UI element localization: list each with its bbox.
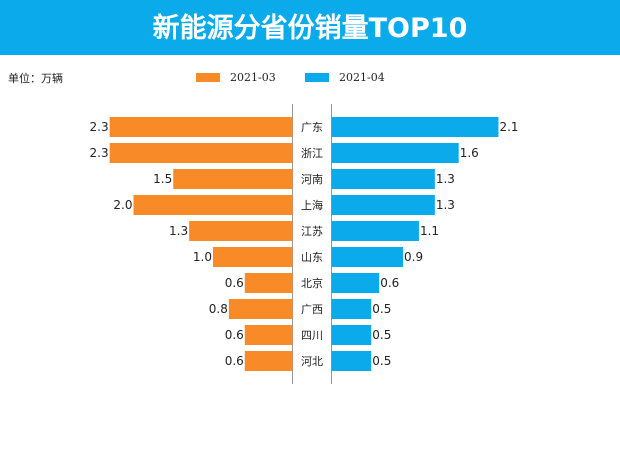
data-label-right: 1.6 bbox=[460, 146, 479, 160]
category-label: 北京 bbox=[301, 276, 323, 290]
bar-right-浙江 bbox=[331, 143, 459, 163]
bar-left-江苏 bbox=[189, 221, 293, 241]
data-label-left: 1.3 bbox=[169, 224, 188, 238]
data-label-left: 1.5 bbox=[153, 172, 172, 186]
bar-left-广东 bbox=[109, 117, 293, 137]
data-label-left: 0.6 bbox=[225, 328, 244, 342]
bar-right-北京 bbox=[331, 273, 380, 293]
bar-right-河北 bbox=[331, 351, 372, 371]
data-label-left: 1.0 bbox=[193, 250, 212, 264]
data-label-right: 2.1 bbox=[499, 120, 518, 134]
data-label-left: 2.3 bbox=[90, 146, 109, 160]
category-label: 江苏 bbox=[301, 225, 323, 238]
data-label-right: 1.3 bbox=[436, 198, 455, 212]
legend-label: 2021-04 bbox=[339, 71, 385, 84]
category-label: 山东 bbox=[301, 251, 323, 264]
bar-left-北京 bbox=[244, 273, 293, 293]
bar-right-四川 bbox=[331, 325, 372, 345]
category-label: 广西 bbox=[301, 303, 323, 316]
data-label-right: 0.5 bbox=[372, 328, 391, 342]
data-label-right: 1.3 bbox=[436, 172, 455, 186]
bar-right-广东 bbox=[331, 117, 499, 137]
bar-right-河南 bbox=[331, 169, 435, 189]
bar-right-广西 bbox=[331, 299, 372, 319]
bar-right-上海 bbox=[331, 195, 435, 215]
bar-left-河南 bbox=[173, 169, 293, 189]
legend-item-series-2: 2021-04 bbox=[305, 71, 385, 84]
bar-right-山东 bbox=[331, 247, 404, 267]
category-label: 浙江 bbox=[301, 147, 323, 160]
category-label: 河北 bbox=[301, 355, 323, 368]
category-label: 广东 bbox=[301, 121, 323, 134]
data-label-right: 0.5 bbox=[372, 354, 391, 368]
data-label-left: 0.8 bbox=[209, 302, 228, 316]
data-label-left: 2.0 bbox=[113, 198, 132, 212]
data-label-right: 0.5 bbox=[372, 302, 391, 316]
data-label-right: 1.1 bbox=[420, 224, 439, 238]
bar-left-广西 bbox=[228, 299, 293, 319]
chart-title: 新能源分省份销量TOP10 bbox=[152, 13, 468, 44]
category-label: 河南 bbox=[301, 173, 323, 186]
bar-left-上海 bbox=[133, 195, 293, 215]
bar-right-江苏 bbox=[331, 221, 419, 241]
data-label-right: 0.9 bbox=[404, 250, 423, 264]
legend-item-series-1: 2021-03 bbox=[196, 71, 276, 84]
bar-left-四川 bbox=[244, 325, 293, 345]
bar-left-浙江 bbox=[109, 143, 293, 163]
data-label-left: 2.3 bbox=[90, 120, 109, 134]
category-label: 上海 bbox=[301, 198, 323, 212]
legend-label: 2021-03 bbox=[230, 71, 276, 84]
bar-left-山东 bbox=[213, 247, 293, 267]
data-label-left: 0.6 bbox=[225, 276, 244, 290]
data-label-right: 0.6 bbox=[380, 276, 399, 290]
data-label-left: 0.6 bbox=[225, 354, 244, 368]
legend-swatch bbox=[196, 73, 220, 82]
legend-swatch bbox=[305, 73, 329, 82]
category-label: 四川 bbox=[301, 329, 323, 342]
unit-label: 单位：万辆 bbox=[8, 72, 63, 85]
title-banner bbox=[0, 0, 620, 55]
bar-left-河北 bbox=[244, 351, 293, 371]
